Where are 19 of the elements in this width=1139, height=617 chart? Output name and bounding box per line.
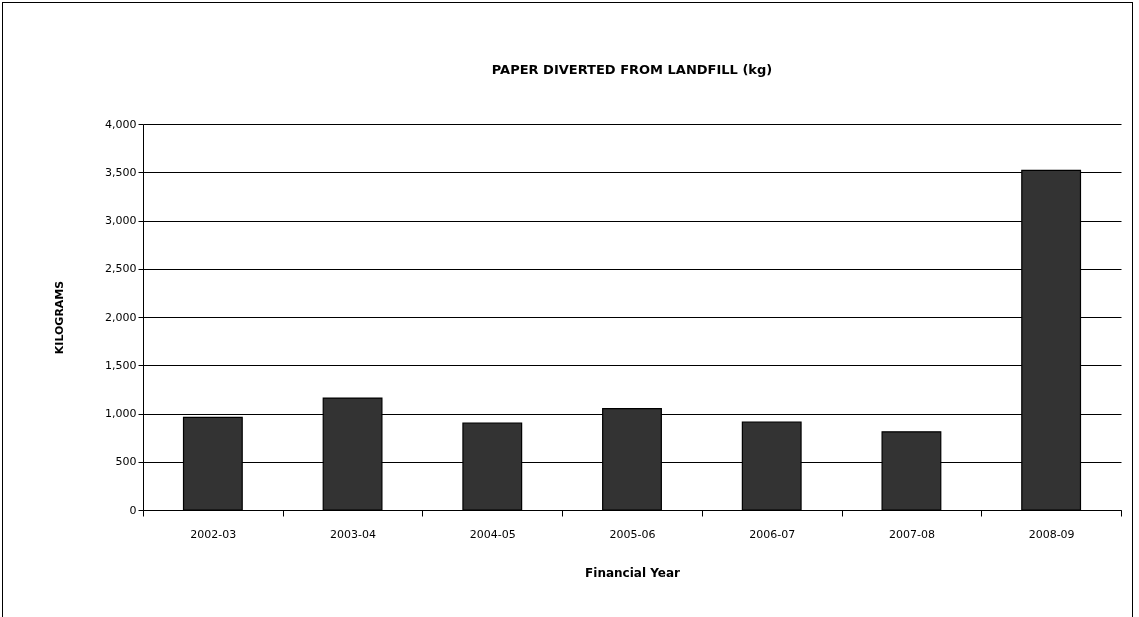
y-tick-label: 3,000 (105, 214, 137, 227)
y-tick-label: 1,500 (105, 358, 137, 372)
y-tick-label: 4,000 (105, 117, 137, 131)
x-tick-label: 2007-08 (888, 527, 935, 541)
y-tick-label: 0 (129, 503, 137, 517)
chart-title: PAPER DIVERTED FROM LANDFILL (kg) (491, 62, 773, 77)
x-axis-title: Financial Year (585, 565, 680, 580)
y-axis-title: KILOGRAMS (53, 280, 67, 355)
x-tick-label: 2002-03 (190, 527, 237, 541)
y-tick-label: 2,000 (105, 310, 137, 324)
y-tick-label: 2,500 (105, 262, 137, 276)
x-tick-label: 2005-06 (609, 527, 656, 541)
y-tick-label: 500 (115, 455, 137, 469)
y-tick-label: 1,000 (105, 407, 137, 420)
x-tick-label: 2003-04 (330, 527, 377, 541)
x-tick-label: 2004-05 (469, 527, 516, 541)
x-tick-label: 2006-07 (749, 527, 796, 541)
x-tick-label: 2008-09 (1028, 527, 1075, 541)
y-tick-label: 3,500 (105, 165, 137, 179)
